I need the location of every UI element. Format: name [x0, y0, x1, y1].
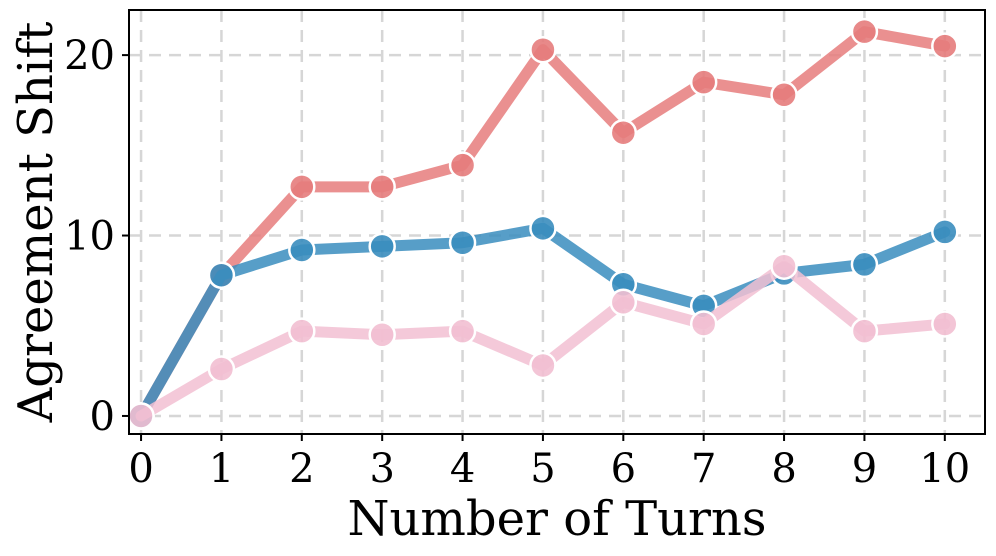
plot-frame [128, 9, 986, 435]
data-point [448, 317, 477, 345]
data-point [931, 310, 959, 338]
data-point [368, 321, 396, 349]
data-point [288, 173, 316, 201]
grid [129, 10, 985, 434]
data-point [931, 218, 959, 246]
data-point [288, 236, 316, 264]
y-axis-title: Agreement Shift [8, 22, 64, 424]
x-tick-label: 5 [530, 446, 555, 492]
x-tick-label: 3 [369, 446, 394, 492]
data-point [850, 317, 879, 345]
data-point [529, 35, 557, 64]
x-tick-label: 2 [289, 446, 314, 492]
data-point [770, 81, 798, 109]
data-point [207, 261, 236, 289]
x-tick-label: 1 [209, 446, 234, 492]
data-point [850, 17, 879, 46]
y-tick-label: 0 [90, 394, 115, 440]
data-point [850, 250, 879, 279]
x-tick-label: 4 [450, 446, 475, 492]
series-3 [127, 252, 959, 430]
data-point [529, 351, 557, 380]
x-tick-label: 0 [128, 446, 153, 492]
x-tick-label: 8 [771, 446, 796, 492]
data-point [368, 173, 396, 201]
x-tick-label: 6 [611, 446, 636, 492]
data-point [448, 228, 477, 257]
data-point [689, 68, 718, 96]
x-tick-label: 10 [919, 446, 970, 492]
series-layer [127, 17, 959, 430]
y-tick-label: 20 [64, 33, 115, 79]
data-point [689, 310, 718, 338]
data-point [127, 402, 155, 430]
x-tick-label: 7 [691, 446, 716, 492]
y-tick-label: 10 [64, 214, 115, 260]
data-point [529, 214, 557, 243]
data-point [368, 232, 396, 261]
data-point [207, 355, 236, 383]
x-tick-label: 9 [852, 446, 877, 492]
ticks: 0 1 2 3 4 5 6 7 8 9 10 0 10 20 [64, 33, 970, 492]
data-point [609, 288, 638, 317]
data-point [609, 118, 638, 147]
x-axis-title: Number of Turns [347, 491, 766, 547]
data-point [448, 151, 477, 179]
data-point [770, 252, 798, 280]
data-point [288, 317, 316, 345]
data-point [931, 32, 959, 60]
